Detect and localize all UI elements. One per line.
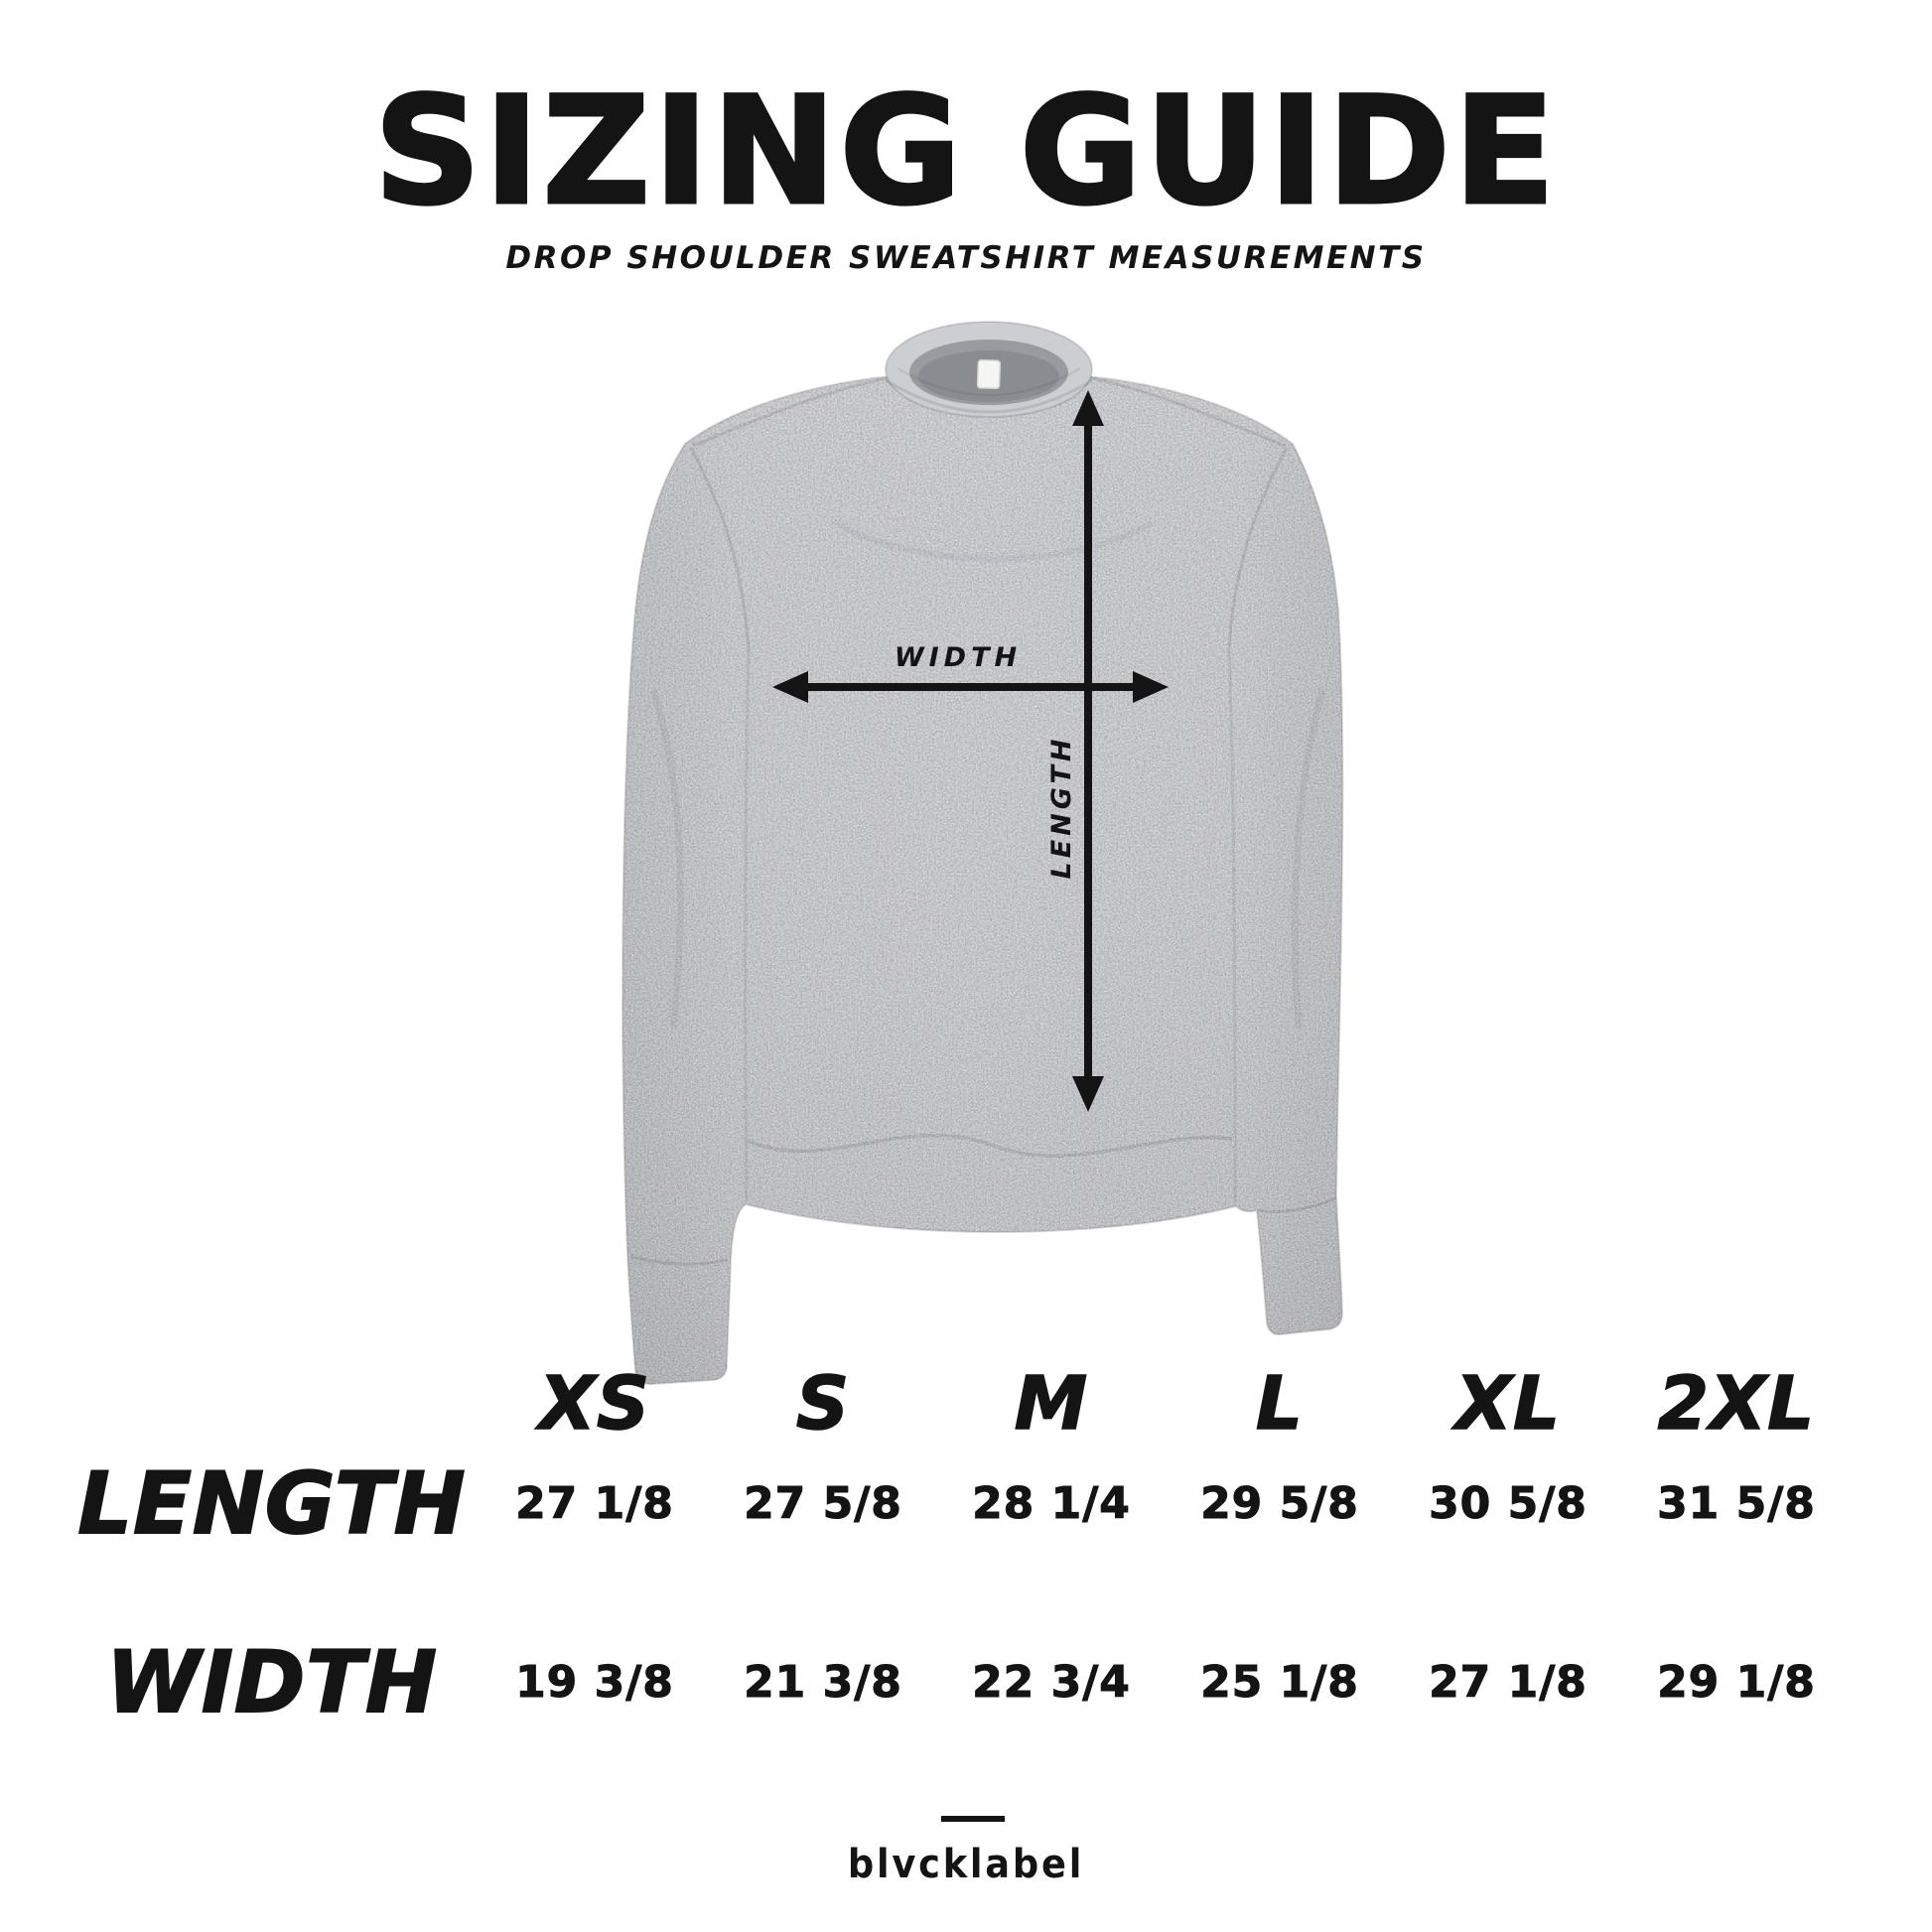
length-value-xl: 30 5/8 bbox=[1429, 1478, 1587, 1529]
width-value-xs: 19 3/8 bbox=[515, 1657, 674, 1708]
size-header-l: L bbox=[1255, 1361, 1305, 1447]
brand-name: blvcklabel bbox=[847, 1842, 1085, 1887]
page-title: SIZING GUIDE bbox=[372, 66, 1559, 238]
measurement-arrows bbox=[772, 390, 1169, 1112]
length-value-s: 27 5/8 bbox=[744, 1478, 902, 1529]
row-label-width: WIDTH bbox=[105, 1633, 438, 1732]
brand-divider bbox=[941, 1816, 1005, 1822]
size-header-s: S bbox=[795, 1361, 851, 1447]
length-arrow bbox=[1072, 390, 1104, 1112]
garment-seams bbox=[629, 374, 1336, 1266]
width-arrow bbox=[772, 671, 1169, 703]
crewneck-collar bbox=[885, 321, 1093, 418]
length-value-2xl: 31 5/8 bbox=[1657, 1478, 1816, 1529]
size-table: XS S M L XL 2XL LENGTH 27 1/8 27 5/8 28 … bbox=[64, 1358, 1851, 1757]
width-value-s: 21 3/8 bbox=[744, 1657, 902, 1708]
size-header-2xl: 2XL bbox=[1657, 1361, 1816, 1447]
size-header-m: M bbox=[1014, 1361, 1089, 1447]
page-subtitle: DROP SHOULDER SWEATSHIRT MEASUREMENTS bbox=[505, 240, 1427, 276]
length-value-xs: 27 1/8 bbox=[515, 1478, 674, 1529]
length-value-l: 29 5/8 bbox=[1200, 1478, 1359, 1529]
sweatshirt-garment bbox=[621, 321, 1344, 1386]
width-measure-label: WIDTH bbox=[894, 642, 1023, 673]
length-measure-label: LENGTH bbox=[1046, 735, 1077, 880]
size-header-xs: XS bbox=[538, 1361, 651, 1447]
width-value-l: 25 1/8 bbox=[1200, 1657, 1359, 1708]
sweatshirt-illustration bbox=[621, 321, 1344, 1386]
neck-tag bbox=[976, 358, 1002, 390]
width-value-xl: 27 1/8 bbox=[1429, 1657, 1587, 1708]
sweatshirt-measurement-diagram bbox=[536, 273, 1440, 1395]
width-value-m: 22 3/4 bbox=[972, 1657, 1131, 1708]
length-value-m: 28 1/4 bbox=[972, 1478, 1131, 1529]
width-value-2xl: 29 1/8 bbox=[1657, 1657, 1816, 1708]
size-header-xl: XL bbox=[1454, 1361, 1562, 1447]
row-label-length: LENGTH bbox=[76, 1454, 467, 1554]
